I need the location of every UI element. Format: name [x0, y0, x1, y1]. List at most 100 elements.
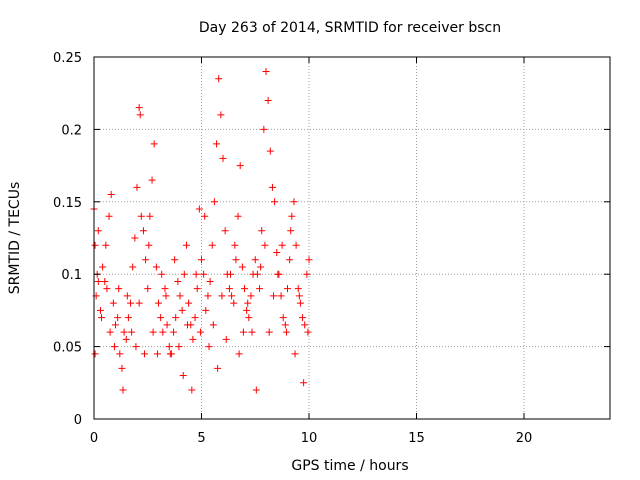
data-point: [105, 212, 113, 220]
data-point: [239, 328, 247, 336]
data-point: [231, 241, 239, 249]
data-point: [245, 314, 253, 322]
data-point: [205, 343, 213, 351]
data-point: [188, 386, 196, 394]
data-point: [303, 270, 311, 278]
x-tick-label: 5: [197, 431, 205, 446]
axis-ticks: 0 5 10 15 20 0 0.05 0.1 0.15 0.2 0.25: [53, 51, 611, 446]
y-tick-label: 0.05: [53, 341, 82, 356]
data-point: [244, 299, 252, 307]
data-point: [221, 227, 229, 235]
data-point: [279, 314, 287, 322]
data-point: [165, 343, 173, 351]
data-point: [294, 285, 302, 293]
data-point: [258, 227, 266, 235]
data-point: [282, 328, 290, 336]
data-point: [195, 205, 203, 213]
chart-title: Day 263 of 2014, SRMTID for receiver bsc…: [199, 20, 501, 36]
data-point: [114, 314, 122, 322]
data-point: [182, 241, 190, 249]
data-point: [91, 241, 99, 249]
data-point: [274, 270, 282, 278]
x-axis-label: GPS time / hours: [291, 458, 408, 474]
data-point: [232, 256, 240, 264]
data-point: [137, 212, 145, 220]
data-point: [200, 270, 208, 278]
data-point: [270, 292, 278, 300]
data-point: [180, 270, 188, 278]
data-point: [118, 364, 126, 372]
data-point: [159, 328, 167, 336]
data-point: [122, 335, 130, 343]
data-point: [185, 299, 193, 307]
data-point: [265, 328, 273, 336]
data-point: [152, 263, 160, 271]
data-point: [102, 241, 110, 249]
data-point: [163, 321, 171, 329]
data-point: [257, 263, 265, 271]
data-point: [144, 285, 152, 293]
data-point: [124, 314, 132, 322]
data-point: [116, 350, 124, 358]
data-point: [252, 386, 260, 394]
data-point: [278, 241, 286, 249]
data-point: [142, 256, 150, 264]
data-point: [129, 263, 137, 271]
data-point: [266, 147, 274, 155]
data-point: [98, 314, 106, 322]
data-point: [299, 314, 307, 322]
data-point: [149, 328, 157, 336]
data-point: [94, 277, 102, 285]
data-point: [225, 285, 233, 293]
data-point: [176, 292, 184, 300]
data-point: [260, 125, 268, 133]
data-point: [179, 372, 187, 380]
data-point: [127, 299, 135, 307]
data-point: [153, 350, 161, 358]
data-point: [132, 343, 140, 351]
y-tick-label: 0: [74, 413, 82, 428]
data-point: [281, 321, 289, 329]
data-point: [206, 277, 214, 285]
data-point: [215, 75, 223, 83]
data-point: [135, 299, 143, 307]
x-tick-label: 0: [90, 431, 98, 446]
data-point: [171, 256, 179, 264]
data-point: [133, 183, 141, 191]
data-point: [148, 176, 156, 184]
data-point: [198, 256, 205, 264]
x-tick-label: 10: [301, 431, 318, 446]
data-point: [238, 263, 246, 271]
data-point: [209, 321, 217, 329]
data-point: [115, 285, 123, 293]
data-point: [166, 350, 174, 358]
data-point: [184, 321, 192, 329]
data-point: [170, 328, 178, 336]
data-point: [91, 350, 99, 358]
data-point: [296, 299, 304, 307]
data-point: [241, 285, 248, 293]
data-point: [161, 285, 169, 293]
data-point: [288, 212, 296, 220]
data-point: [268, 183, 276, 191]
data-point: [193, 285, 201, 293]
data-point: [172, 314, 180, 322]
data-point: [119, 386, 127, 394]
y-tick-label: 0.1: [61, 268, 82, 283]
grid: [94, 57, 610, 419]
y-tick-label: 0.15: [53, 196, 82, 211]
data-point: [112, 321, 119, 329]
data-point: [292, 241, 300, 249]
data-point: [235, 350, 243, 358]
data-point: [208, 241, 216, 249]
data-point: [261, 241, 269, 249]
data-point: [131, 234, 139, 242]
plot-frame: [93, 56, 611, 420]
data-point: [251, 256, 259, 264]
data-point: [228, 292, 236, 300]
data-point: [300, 379, 308, 387]
data-point: [96, 306, 104, 314]
data-point: [247, 292, 255, 300]
data-point: [103, 285, 111, 293]
